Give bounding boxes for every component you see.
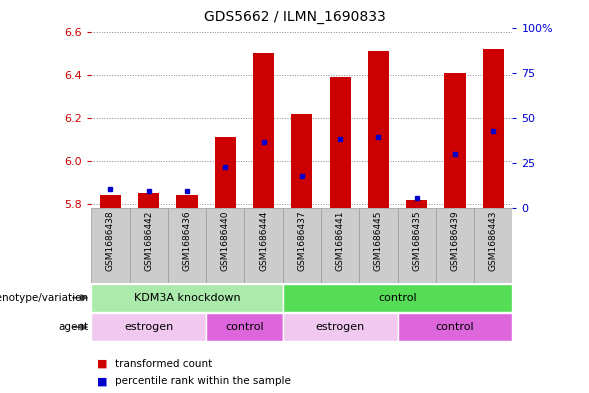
Bar: [215, 137, 236, 208]
Text: GSM1686435: GSM1686435: [412, 211, 421, 271]
Bar: [91, 284, 283, 312]
Text: GSM1686438: GSM1686438: [106, 211, 115, 271]
Bar: [138, 193, 159, 208]
Text: KDM3A knockdown: KDM3A knockdown: [134, 293, 240, 303]
Bar: [168, 208, 206, 283]
Bar: [359, 208, 398, 283]
Text: GDS5662 / ILMN_1690833: GDS5662 / ILMN_1690833: [204, 10, 385, 24]
Bar: [406, 200, 427, 208]
Bar: [253, 53, 274, 208]
Bar: [474, 208, 512, 283]
Bar: [292, 114, 312, 208]
Text: GSM1686445: GSM1686445: [374, 211, 383, 271]
Text: GSM1686436: GSM1686436: [183, 211, 191, 271]
Text: control: control: [225, 322, 264, 332]
Bar: [177, 195, 197, 208]
Text: estrogen: estrogen: [124, 322, 173, 332]
Text: estrogen: estrogen: [316, 322, 365, 332]
Bar: [130, 208, 168, 283]
Bar: [100, 195, 121, 208]
Text: percentile rank within the sample: percentile rank within the sample: [115, 376, 291, 386]
Text: control: control: [436, 322, 474, 332]
Text: genotype/variation: genotype/variation: [0, 293, 88, 303]
Text: control: control: [378, 293, 417, 303]
Bar: [445, 73, 465, 208]
Bar: [91, 313, 206, 341]
Text: GSM1686442: GSM1686442: [144, 211, 153, 271]
Text: GSM1686439: GSM1686439: [451, 211, 459, 271]
Text: GSM1686437: GSM1686437: [297, 211, 306, 271]
Bar: [91, 208, 130, 283]
Bar: [483, 49, 504, 208]
Bar: [398, 313, 512, 341]
Bar: [436, 208, 474, 283]
Text: GSM1686443: GSM1686443: [489, 211, 498, 271]
Bar: [330, 77, 350, 208]
Bar: [206, 208, 244, 283]
Bar: [283, 284, 512, 312]
Bar: [283, 208, 321, 283]
Bar: [398, 208, 436, 283]
Bar: [206, 313, 283, 341]
Bar: [283, 313, 398, 341]
Bar: [321, 208, 359, 283]
Text: GSM1686444: GSM1686444: [259, 211, 268, 271]
Text: agent: agent: [58, 322, 88, 332]
Text: ■: ■: [97, 358, 108, 369]
Text: ■: ■: [97, 376, 108, 386]
Text: GSM1686441: GSM1686441: [336, 211, 345, 271]
Text: GSM1686440: GSM1686440: [221, 211, 230, 271]
Bar: [244, 208, 283, 283]
Text: transformed count: transformed count: [115, 358, 212, 369]
Bar: [368, 51, 389, 208]
